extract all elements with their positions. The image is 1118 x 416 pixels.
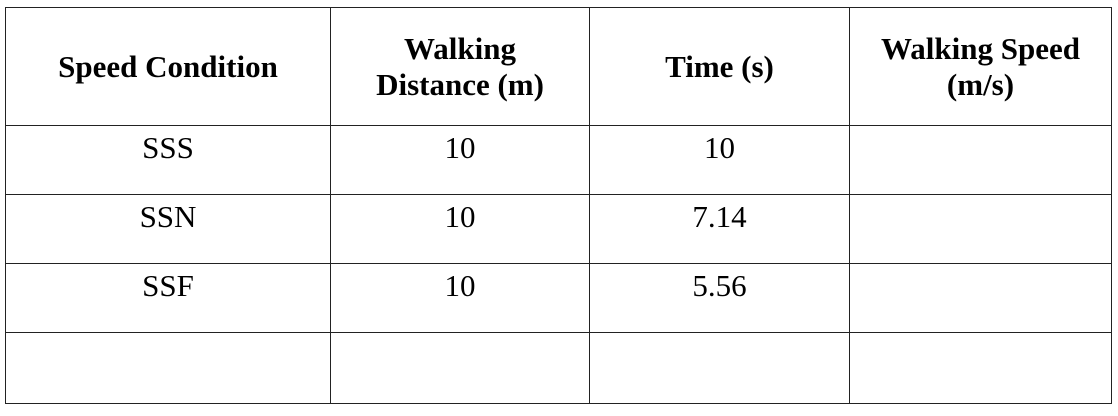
- empty-cell: [589, 332, 850, 404]
- empty-cell: [849, 125, 1112, 195]
- table-row: SSN 10 7.14: [5, 194, 1112, 264]
- cell: SSF: [5, 263, 331, 333]
- empty-row: [5, 332, 1112, 404]
- cell: SSS: [5, 125, 331, 195]
- cell: 5.56: [589, 263, 850, 333]
- header-text: Walking Speed (m/s): [881, 30, 1080, 102]
- header-row: Speed Condition Walking Distance (m) Tim…: [5, 7, 1112, 126]
- cell: 10: [589, 125, 850, 195]
- header-text: Time (s): [665, 48, 774, 84]
- empty-cell: [849, 194, 1112, 264]
- header-text: Walking Distance (m): [376, 30, 544, 102]
- cell: 7.14: [589, 194, 850, 264]
- table-row: SSS 10 10: [5, 125, 1112, 195]
- empty-cell: [330, 332, 590, 404]
- cell: 10: [330, 263, 590, 333]
- header-text: Speed Condition: [58, 48, 278, 84]
- header-cell: Walking Speed (m/s): [849, 7, 1112, 126]
- table-row: SSF 10 5.56: [5, 263, 1112, 333]
- header-cell: Speed Condition: [5, 7, 331, 126]
- cell: 10: [330, 194, 590, 264]
- empty-cell: [849, 332, 1112, 404]
- cell: SSN: [5, 194, 331, 264]
- empty-cell: [849, 263, 1112, 333]
- cell: 10: [330, 125, 590, 195]
- data-table: Speed Condition Walking Distance (m) Tim…: [5, 7, 1112, 404]
- empty-cell: [5, 332, 331, 404]
- header-cell: Walking Distance (m): [330, 7, 590, 126]
- header-cell: Time (s): [589, 7, 850, 126]
